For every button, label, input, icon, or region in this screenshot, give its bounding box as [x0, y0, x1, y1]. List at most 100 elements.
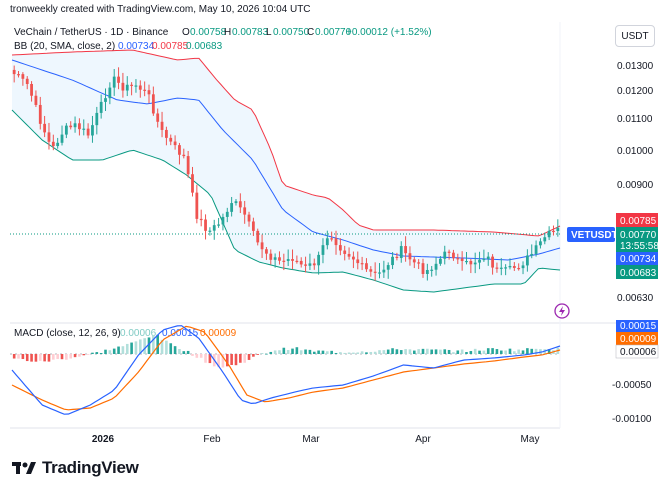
tradingview-logo[interactable]: TradingView — [12, 458, 139, 478]
macd-hist-bar — [299, 350, 303, 354]
candle-body — [499, 267, 503, 269]
candle-body — [73, 123, 77, 128]
macd-hist-bar — [104, 349, 107, 354]
macd-hist-bar — [499, 350, 503, 354]
candle-body — [156, 113, 160, 122]
macd-hist-bar — [86, 354, 90, 355]
macd-lines — [11, 325, 561, 415]
time-tick-label: Feb — [203, 434, 221, 445]
macd-hist-bar — [330, 350, 333, 354]
last-price-badge-text: 0.00770 — [620, 230, 657, 241]
macd-hist-bar — [47, 354, 51, 362]
candles[interactable] — [12, 65, 560, 281]
macd-hist-bar — [30, 354, 33, 362]
macd-hist-bar — [404, 349, 407, 354]
macd-hist-bar — [12, 354, 16, 359]
time-tick-label: Apr — [415, 434, 431, 445]
macd-hist-bar — [547, 349, 551, 354]
macd-hist-bar — [508, 348, 512, 354]
macd-line — [11, 325, 561, 415]
price-axis[interactable]: 0.01300 0.01200 0.01100 0.01000 0.00900 0.006… — [617, 61, 654, 304]
macd-hist-bar — [456, 350, 460, 354]
macd-hist-bar — [326, 351, 329, 354]
candle-body — [425, 269, 429, 274]
candle-body — [243, 207, 247, 215]
candle-body — [147, 90, 151, 95]
candle-body — [325, 238, 329, 246]
macd-hist-bar — [234, 354, 238, 366]
candle-body — [182, 154, 186, 157]
bb-lines — [11, 49, 561, 293]
lightning-icon[interactable] — [554, 303, 570, 319]
candle-body — [21, 74, 25, 79]
macd-hist-bar — [204, 354, 207, 363]
candle-body — [251, 221, 255, 231]
ohlc-change: +0.00012 (+1.52%) — [346, 27, 432, 38]
candle-body — [134, 85, 138, 87]
price-tick-label: 0.00630 — [617, 293, 654, 304]
bb-fill-area — [12, 50, 560, 292]
candle-body — [160, 121, 164, 130]
macd-hist-bar — [360, 351, 364, 354]
candle-body — [443, 251, 447, 259]
bb-lower-value: 0.00683 — [186, 41, 223, 52]
candle-body — [108, 87, 112, 99]
macd-hist-bar — [521, 350, 525, 354]
price-tick-label: 0.01100 — [617, 114, 653, 125]
macd-hist-bar — [195, 354, 199, 358]
bb-basis-value: 0.00734 — [118, 41, 155, 52]
candle-body — [273, 257, 277, 260]
candle-body — [547, 230, 551, 238]
candle-body — [17, 74, 20, 76]
bb-upper-line — [11, 49, 561, 237]
candle-body — [169, 137, 173, 142]
price-tick-label: 0.01000 — [617, 146, 654, 157]
candle-body — [34, 95, 38, 105]
tradingview-logo-icon — [12, 462, 36, 474]
time-axis[interactable]: 2026 Feb Mar Apr May — [92, 434, 540, 445]
candle-body — [517, 267, 521, 270]
candle-body — [230, 203, 234, 212]
macd-hist-bar — [225, 354, 229, 367]
candle-body — [212, 225, 216, 231]
macd-hist-bar — [17, 354, 20, 359]
candle-body — [543, 237, 547, 242]
candle-body — [260, 242, 264, 250]
macd-badge — [616, 320, 658, 332]
candle-body — [56, 142, 60, 147]
macd-hist-bar — [217, 354, 220, 368]
macd-hist-bar — [91, 352, 94, 354]
macd-hist-bar — [143, 338, 146, 354]
macd-axis[interactable]: -0.00050 -0.00100 — [612, 380, 652, 425]
macd-hist-bar — [52, 354, 55, 360]
macd-hist-bar — [417, 349, 420, 354]
macd-hist-bar — [460, 349, 464, 354]
candle-body — [512, 266, 516, 268]
candle-body — [330, 238, 334, 240]
currency-button[interactable]: USDT — [615, 25, 655, 47]
time-tick-label: 2026 — [92, 434, 115, 445]
macd-badges: 0.00015 0.00009 0.00006 — [615, 320, 659, 359]
macd-hist-bar — [25, 354, 29, 362]
macd-hist-bar — [21, 354, 25, 360]
candle-body — [460, 258, 464, 262]
price-tick-label: 0.00900 — [617, 180, 654, 191]
macd-hist-bar — [339, 352, 342, 354]
candle-body — [521, 265, 525, 269]
macd-hist-bar — [369, 351, 373, 354]
signal-badge — [616, 332, 658, 345]
macd-hist-bar — [513, 351, 516, 354]
macd-hist-bar — [526, 348, 529, 354]
macd-hist-bar — [452, 352, 455, 354]
candle-body — [369, 269, 373, 272]
macd-hist-bar — [386, 349, 390, 354]
ohlc-o-value: 0.00758 — [190, 27, 227, 38]
candle-body — [456, 258, 460, 260]
attribution-text: tronweekly created with TradingView.com,… — [10, 4, 311, 15]
candle-body — [86, 128, 90, 136]
candle-body — [47, 132, 51, 142]
macd-hist-bar — [486, 348, 490, 354]
candle-body — [382, 269, 386, 273]
ohlc-c-value: 0.00770 — [315, 27, 352, 38]
